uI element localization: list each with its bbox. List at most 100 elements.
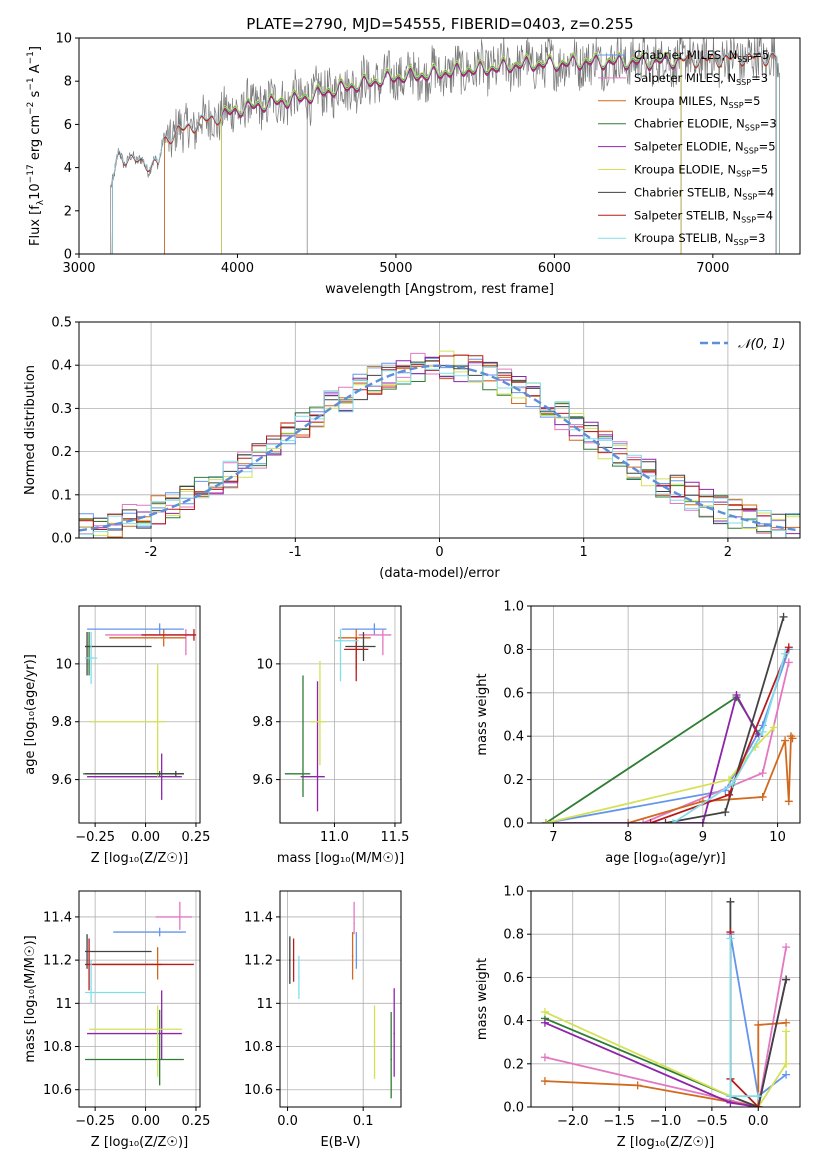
age_vs_Z-ytick-label: 9.6 [51,773,72,788]
age_vs_mass-xlabel: mass [log₁₀(M/M☉)] [277,851,404,866]
spectrum-ytick-label: 0 [64,248,72,263]
weight_vs_age-xtick-label: 10 [769,830,786,845]
spectrum-legend-nssp: =5 [751,163,768,177]
spectrum-legend-label: Chabrier MILES, NSSP=5 [634,48,769,64]
spectrum-legend-label: Kroupa STELIB, NSSP=3 [634,231,765,247]
age_vs_Z-ytick-label: 9.8 [51,715,72,730]
residuals-xtick-label: -2 [145,545,158,560]
mass_vs_Z-plot-area [85,901,194,1086]
figure-title: PLATE=2790, MJD=54555, FIBERID=0403, z=0… [246,15,633,33]
mass_vs_Z-xtick-label: 0.00 [131,1114,160,1129]
weight_vs_age-ylabel: mass weight [475,673,490,755]
mass_vs_ebv-plot-area [289,901,395,1099]
spectrum-legend-subscript: SSP [741,215,756,224]
spectrum-legend-nssp: =3 [751,71,768,85]
spectrum-ylabel-part: −1 [26,51,36,64]
weight_vs_Z-axes: −2.0 −1.5 −1.0 −0.5 0.0 0.0 0.2 0.4 0.6 0.8 1.0 Z [… [475,885,801,1150]
spectrum-legend-subscript: SSP [744,147,759,156]
weight_vs_age-marker [728,779,737,788]
spectrum-ylabel-part: A [28,64,43,77]
residuals-ytick-label: 0.1 [51,488,72,503]
mass_vs_Z-xtick-label: −0.25 [75,1114,115,1129]
spectrum-xtick-label: 5000 [379,261,412,276]
residuals-legend-label: 𝒩(0, 1) [738,337,785,352]
residuals-xtick-label: -1 [289,545,302,560]
weight_vs_age-ytick-label: 0.6 [503,686,524,701]
spectrum-xtick-label: 4000 [221,261,254,276]
age_vs_Z-ylabel: age [log₁₀(age/yr)] [23,654,38,775]
mass_vs_ebv-ytick-label: 11.2 [244,954,273,969]
weight_vs_age-marker [758,792,767,801]
weight_vs_age-marker [758,727,767,736]
weight_vs_Z-ytick-label: 0.8 [503,928,524,943]
spectrum-legend-subscript: SSP [745,124,760,133]
mass_vs_Z-ytick-label: 11.4 [43,910,72,925]
mass_vs_Z-ytick-label: 10.6 [43,1083,72,1098]
age_vs_mass-axes: 11.0 11.5 9.6 9.8 10 mass [log₁₀(M/M☉)] [252,605,409,866]
spectrum-ylabel-part: −1 [26,77,36,90]
weight_vs_age-marker [725,775,734,784]
weight_vs_age-marker [661,819,670,823]
weight_vs_age-marker [769,723,778,732]
weight_vs_Z-marker [633,1081,642,1090]
weight_vs_age-ytick-label: 0.0 [503,817,524,832]
age_vs_mass-frame [279,605,402,824]
residuals-ytick-label: 0.4 [51,359,72,374]
weight_vs_age-marker [624,819,633,823]
spectrum-plot-area [110,38,780,254]
weight_vs_age-marker [646,819,655,823]
mass_vs_ebv-axes: 0.0 0.1 10.6 10.8 11 11.2 11.4 E(B-V) [244,890,402,1150]
weight_vs_age-marker [779,612,788,621]
age_vs_Z-xtick-label: 0.00 [131,830,160,845]
age_vs_Z-frame [78,605,201,824]
weight_vs_age-marker [668,819,677,823]
spectrum-ylabel: Flux [fλ10−17 erg cm−2 s−1 A−1] [26,46,46,246]
residuals-ytick-label: 0.2 [51,445,72,460]
weight_vs_age-marker [758,769,767,778]
weight_vs_age-marker [784,658,793,667]
spectrum-legend-label: Salpeter STELIB, NSSP=4 [634,208,773,224]
residuals-ytick-label: 0.0 [51,532,72,547]
weight_vs_Z-marker [782,1059,791,1068]
weight_vs_Z-xtick-label: −1.5 [603,1114,635,1129]
spectrum-legend-nssp: =5 [752,48,769,62]
weight_vs_Z-xtick-label: 0.0 [748,1114,769,1129]
mass_vs_Z-ytick-label: 11 [55,997,72,1012]
residuals-plot-area [79,350,800,538]
weight_vs_Z-marker [754,1092,763,1101]
mass_vs_Z-xtick-label: 0.25 [181,1114,210,1129]
weight_vs_Z-ytick-label: 0.4 [503,1014,524,1029]
spectrum-model-line [221,51,682,254]
weight_vs_Z-marker [726,1092,735,1101]
residuals-ytick-label: 0.3 [51,402,72,417]
spectrum-ytick-label: 8 [64,75,72,90]
mass_vs_ebv-ytick-label: 11.4 [244,910,273,925]
spectrum-legend-nssp: =4 [756,208,773,222]
spectrum-ytick-label: 4 [64,161,72,176]
weight_vs_Z-marker [782,943,791,952]
weight_vs_age-xtick-label: 8 [624,830,632,845]
spectrum-legend-subscript: SSP [737,55,752,64]
weight_vs_age-ytick-label: 0.8 [503,643,524,658]
residuals-ylabel: Normed distribution [23,365,38,495]
mass_vs_ebv-xlabel: E(B-V) [320,1135,360,1150]
weight_vs_age-marker [732,690,741,699]
age_vs_mass-ytick-label: 9.8 [252,715,273,730]
spectrum-legend-subscript: SSP [736,170,751,179]
weight_vs_Z-marker [726,897,735,906]
mass_vs_ebv-frame [279,890,402,1108]
weight_vs_Z-marker [782,1018,791,1027]
weight_vs_age-series-line [545,692,760,823]
mass_vs_Z-ytick-label: 10.8 [43,1040,72,1055]
mass_vs_ebv-xtick-label: 0.0 [277,1114,298,1129]
spectrum-legend-nssp: =5 [759,140,776,154]
weight_vs_age-plot-area [541,612,797,823]
weight_vs_Z-marker [754,1103,763,1107]
mass_vs_ebv-xtick-label: 0.1 [353,1114,374,1129]
weight_vs_Z-ylabel: mass weight [475,958,490,1040]
spectrum-legend-label: Salpeter MILES, NSSP=3 [634,71,768,87]
spectrum-model-line [111,52,777,254]
spectrum-ylabel-part: s [28,90,43,101]
